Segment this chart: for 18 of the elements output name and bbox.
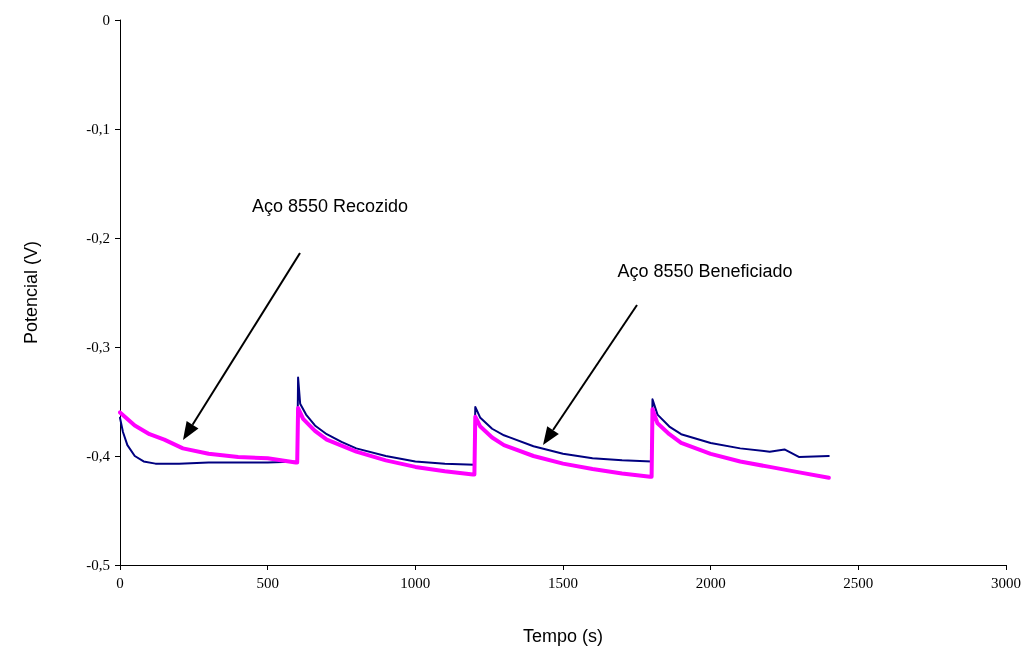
x-tick-label: 2500: [843, 574, 874, 591]
annotation: Aço 8550 Recozido: [251, 196, 409, 216]
x-tick-label: 500: [256, 574, 279, 591]
annotation: Aço 8550 Beneficiado: [617, 261, 793, 281]
x-axis-title: Tempo (s): [522, 626, 604, 646]
y-tick-label: -0,3: [86, 339, 110, 355]
y-tick-label: -0,5: [86, 557, 110, 573]
x-tick-label: 0: [116, 574, 124, 591]
y-tick-label: -0,4: [86, 448, 111, 464]
line-series: [118, 406, 831, 480]
y-tick-label: 0: [102, 12, 110, 28]
x-tick-label: 2000: [695, 574, 726, 591]
y-tick-label: -0,2: [86, 230, 110, 246]
y-tick-label: -0,1: [86, 121, 110, 137]
x-tick-label: 1500: [548, 574, 578, 591]
x-tick-label: 3000: [991, 574, 1021, 591]
y-axis-title: Potencial (V): [21, 240, 41, 345]
x-tick-label: 1000: [400, 574, 431, 591]
